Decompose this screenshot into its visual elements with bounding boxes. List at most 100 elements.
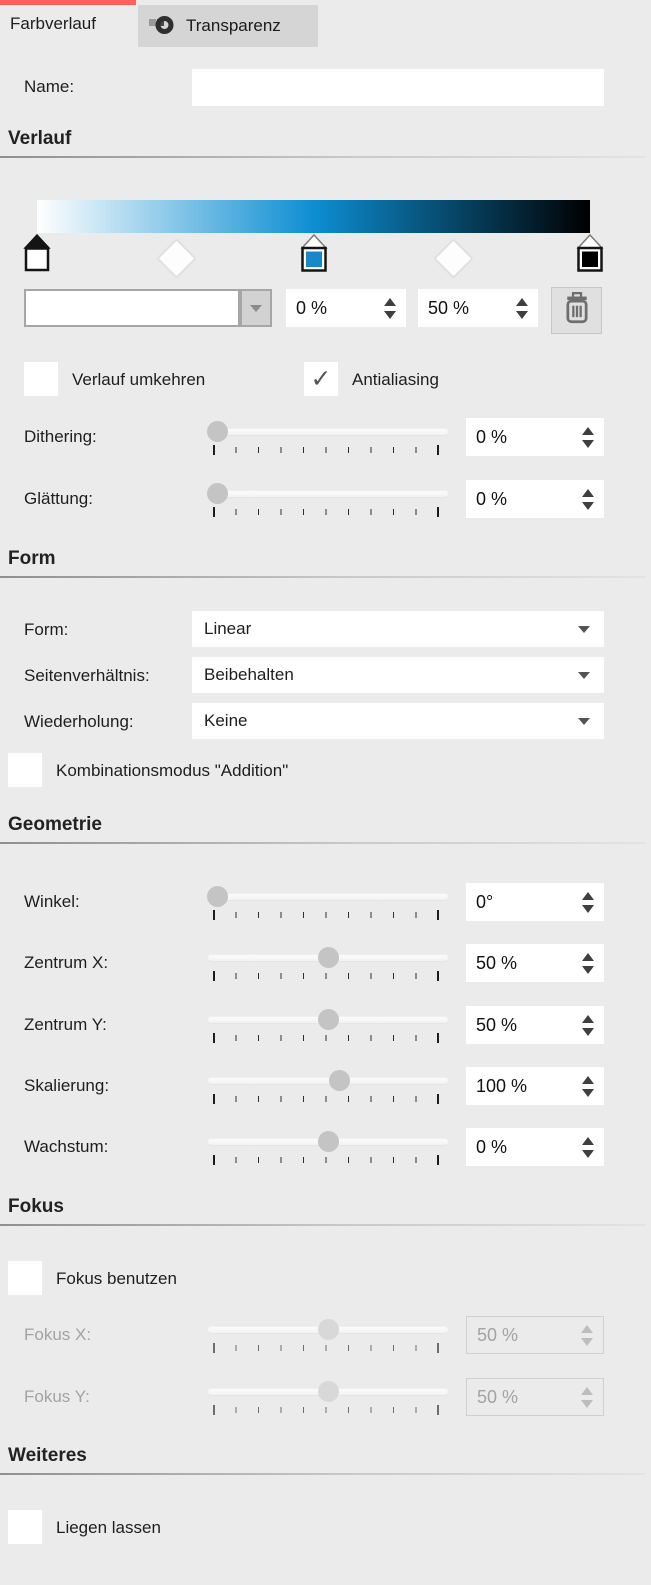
wiederholung-dropdown[interactable]: Keine [192,703,604,739]
delete-stop-button[interactable] [551,287,602,334]
zentrum-y-label: Zentrum Y: [24,1015,107,1034]
glaettung-value: 0 % [476,488,508,509]
spin-down-icon[interactable] [384,310,396,319]
wachstum-spinner[interactable]: 0 % [466,1128,604,1166]
spin-up-icon[interactable] [582,1075,594,1084]
spin-down-icon [581,1399,593,1408]
slider-track[interactable] [207,490,449,498]
gradient-stop-start[interactable] [23,233,51,272]
fokus-y-label: Fokus Y: [24,1387,90,1406]
stop-position-spinner[interactable]: 50 % [418,289,538,327]
slider-knob[interactable] [317,1131,339,1152]
spin-up-icon [581,1386,593,1395]
slider-ticks [213,1094,439,1104]
tab-farbverlauf[interactable]: Farbverlauf [0,0,136,47]
gradient-midpoint-marker[interactable] [434,239,473,278]
name-input[interactable] [192,69,604,106]
active-tab-accent-bar [0,0,136,5]
spin-up-icon[interactable] [582,952,594,961]
spin-up-icon[interactable] [582,891,594,900]
gradient-midpoint-marker[interactable] [157,239,196,278]
fokus-y-spinner: 50 % [466,1378,604,1416]
slider-track[interactable] [207,1077,449,1085]
slider-knob[interactable] [207,886,228,907]
spin-down-icon[interactable] [582,1027,594,1036]
slider-row-winkel: Winkel: 0° [0,883,651,939]
checkbox-antialiasing[interactable] [304,362,338,396]
slider-ticks [213,1155,439,1165]
zentrum-y-spinner[interactable]: 50 % [466,1006,604,1044]
seitenverhaeltnis-dropdown-value: Beibehalten [204,665,294,684]
zentrum-x-slider[interactable] [207,947,449,969]
section-divider [0,842,645,844]
slider-knob[interactable] [317,947,339,968]
section-divider [0,1224,645,1226]
chevron-down-icon [578,717,590,725]
spin-down-icon[interactable] [516,310,528,319]
dithering-slider[interactable] [207,421,449,443]
section-title-form: Form [8,548,56,569]
wiederholung-label: Wiederholung: [24,712,134,731]
section-divider [0,156,645,158]
checkbox-kombinationsmodus[interactable] [8,753,42,787]
spin-up-icon[interactable] [582,1014,594,1023]
wachstum-slider[interactable] [207,1131,449,1153]
checkbox-liegen-lassen-label: Liegen lassen [56,1518,161,1537]
spin-up-icon[interactable] [384,297,396,306]
spin-up-icon[interactable] [582,488,594,497]
checkbox-liegen-lassen[interactable] [8,1510,42,1544]
dithering-label: Dithering: [24,427,97,446]
zentrum-y-slider[interactable] [207,1009,449,1031]
form-dropdown-value: Linear [204,619,252,638]
section-title-geometrie: Geometrie [8,814,102,835]
spin-up-icon[interactable] [516,297,528,306]
seitenverhaeltnis-dropdown[interactable]: Beibehalten [192,657,604,693]
skalierung-slider[interactable] [207,1070,449,1092]
chevron-down-icon [578,671,590,679]
spin-down-icon [581,1337,593,1346]
gradient-stop-selected[interactable] [300,233,328,272]
checkbox-verlauf-umkehren[interactable] [24,362,58,396]
spin-down-icon[interactable] [582,1149,594,1158]
tab-transparenz[interactable]: Transparenz [138,5,318,47]
spin-up-icon[interactable] [582,426,594,435]
slider-ticks [213,1033,439,1043]
spin-down-icon[interactable] [582,904,594,913]
dithering-value: 0 % [476,426,508,447]
slider-track[interactable] [207,893,449,901]
spin-down-icon[interactable] [582,1088,594,1097]
slider-knob[interactable] [328,1070,350,1091]
dithering-spinner[interactable]: 0 % [466,418,604,456]
gradient-stop-end[interactable] [576,233,604,272]
slider-knob [317,1319,339,1340]
stop-hardness-spinner[interactable]: 0 % [286,289,406,327]
slider-knob[interactable] [317,1009,339,1030]
spin-down-icon[interactable] [582,965,594,974]
zentrum-y-value: 50 % [476,1014,518,1035]
winkel-slider[interactable] [207,886,449,908]
spin-up-icon[interactable] [582,1136,594,1145]
checkbox-fokus-benutzen[interactable] [8,1261,42,1295]
stop-color-swatch[interactable] [24,289,240,327]
gradient-preview-bar[interactable] [37,200,590,233]
stop-color-dropdown-button[interactable] [240,289,272,327]
seitenverhaeltnis-label: Seitenverhältnis: [24,666,150,685]
zentrum-x-spinner[interactable]: 50 % [466,944,604,982]
spin-up-icon [581,1324,593,1333]
glaettung-slider[interactable] [207,483,449,505]
glaettung-label: Glättung: [24,489,93,508]
winkel-spinner[interactable]: 0° [466,883,604,921]
spin-down-icon[interactable] [582,439,594,448]
fokus-x-value: 50 % [477,1324,519,1345]
slider-knob[interactable] [207,421,228,442]
section-divider [0,576,645,578]
slider-row-glaettung: Glättung: 0 % [0,480,651,536]
slider-track[interactable] [207,428,449,436]
skalierung-spinner[interactable]: 100 % [466,1067,604,1105]
form-dropdown[interactable]: Linear [192,611,604,647]
chevron-down-icon [250,304,262,312]
slider-knob[interactable] [207,483,228,504]
chevron-down-icon [578,625,590,633]
glaettung-spinner[interactable]: 0 % [466,480,604,518]
spin-down-icon[interactable] [582,501,594,510]
